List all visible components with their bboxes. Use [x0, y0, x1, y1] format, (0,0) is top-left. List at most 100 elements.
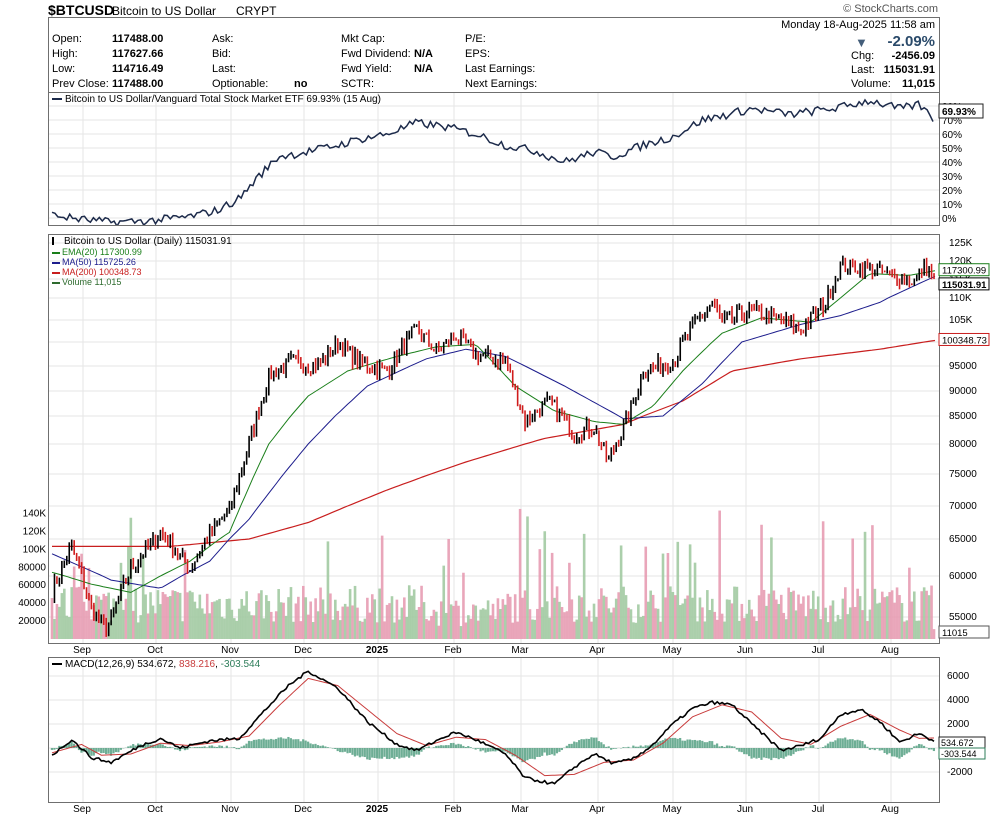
- volume-bar: [932, 629, 936, 639]
- ratio-panel: Bitcoin to US Dollar/Vanguard Total Stoc…: [48, 92, 940, 226]
- volume-bar: [161, 591, 165, 639]
- volume-bar: [136, 622, 140, 639]
- legend-item: MA(200) 100348.73: [52, 267, 232, 277]
- histogram-bar: [198, 746, 201, 748]
- ratio-last-label: 69.93%: [942, 107, 976, 118]
- volume-bar: [237, 608, 241, 639]
- volume-bar: [139, 615, 142, 639]
- volume-bar: [277, 589, 280, 639]
- volume-axis: 140K 120K 100K 80000 60000 40000 20000: [18, 508, 47, 627]
- histogram-bar: [693, 739, 697, 748]
- volume-bar: [274, 611, 278, 639]
- volume-bar: [112, 598, 115, 639]
- volume-bar: [752, 616, 756, 639]
- histogram-bar: [371, 748, 374, 758]
- volume-bar: [671, 592, 675, 639]
- histogram-bar: [849, 739, 852, 748]
- histogram-bar: [55, 748, 58, 749]
- histogram-bar: [144, 742, 147, 748]
- histogram-bar: [467, 746, 470, 748]
- volume-bar: [415, 609, 418, 639]
- histogram-bar: [873, 748, 876, 751]
- histogram-bar: [361, 748, 364, 757]
- volume-bar: [856, 588, 859, 639]
- histogram-bar: [400, 748, 403, 758]
- macd-tick-label: 4000: [947, 695, 970, 706]
- histogram-bar: [750, 748, 753, 759]
- volume-bar: [762, 589, 766, 639]
- volume-bar: [848, 607, 852, 639]
- volume-bar: [87, 567, 91, 639]
- histogram-bar: [743, 748, 746, 755]
- field-label: Chg:: [851, 50, 875, 62]
- month-label: Oct: [147, 804, 163, 815]
- histogram-bar: [856, 739, 859, 748]
- volume-bar: [681, 603, 685, 639]
- volume-bar: [839, 619, 842, 639]
- histogram-bar: [915, 745, 918, 748]
- volume-bar: [720, 613, 724, 639]
- volume-bar: [592, 603, 596, 639]
- ratio-tick-label: 60%: [942, 130, 962, 141]
- volume-bar: [927, 595, 931, 639]
- histogram-bar: [868, 748, 871, 750]
- volume-bar: [775, 599, 778, 639]
- volume-bar: [548, 617, 551, 639]
- histogram-bar: [506, 748, 509, 754]
- histogram-bar: [297, 739, 300, 748]
- volume-bar: [730, 603, 734, 639]
- volume-bar: [122, 609, 125, 639]
- volume-bar: [802, 596, 805, 639]
- ratio-tick-label: 40%: [942, 158, 962, 169]
- volume-bar: [664, 597, 667, 639]
- histogram-bar: [654, 743, 657, 748]
- volume-bar: [873, 588, 877, 639]
- histogram-bar: [752, 748, 756, 758]
- volume-bar: [701, 607, 704, 639]
- histogram-bar: [688, 739, 692, 748]
- histogram-bar: [740, 748, 743, 753]
- volume-bar: [156, 590, 160, 639]
- histogram-bar: [895, 748, 899, 758]
- histogram-bar: [839, 738, 842, 748]
- volume-bar: [523, 590, 527, 639]
- volume-bar: [526, 516, 529, 639]
- histogram-bar: [536, 748, 539, 757]
- volume-bar: [321, 599, 325, 639]
- histogram-bar: [366, 748, 369, 760]
- volume-bar: [223, 618, 226, 639]
- volume-bar: [735, 586, 739, 639]
- histogram-bar: [284, 738, 288, 748]
- volume-bar: [903, 621, 906, 639]
- histogram-bar: [346, 748, 349, 754]
- volume-bar: [361, 621, 364, 639]
- histogram-bar: [698, 740, 701, 748]
- volume-bar: [166, 596, 170, 639]
- histogram-bar: [582, 739, 586, 748]
- histogram-bar: [871, 748, 874, 750]
- histogram-bar: [341, 748, 344, 753]
- histogram-bar: [597, 741, 600, 748]
- volume-bar: [395, 599, 399, 639]
- price-legend: Bitcoin to US Dollar (Daily) 115031.91 E…: [52, 236, 232, 287]
- histogram-bar: [240, 746, 243, 748]
- histogram-bar: [134, 745, 137, 748]
- histogram-bar: [129, 745, 132, 748]
- legend-text: MA(50) 115725.26: [62, 257, 136, 267]
- histogram-bar: [447, 745, 450, 748]
- legend-swatch: [52, 261, 60, 264]
- volume-bar: [831, 600, 835, 639]
- histogram-bar: [526, 748, 529, 761]
- histogram-bar: [215, 746, 219, 748]
- volume-bar: [80, 553, 83, 639]
- volume-bar: [316, 611, 320, 639]
- histogram-bar: [442, 745, 445, 748]
- volume-bar: [915, 620, 919, 639]
- price-tick-label: 105K: [949, 315, 973, 326]
- histogram-bar: [437, 745, 440, 748]
- volume-bar: [787, 587, 790, 639]
- volume-tick-label: 120K: [23, 526, 47, 537]
- volume-bar: [164, 594, 167, 639]
- volume-bar: [363, 618, 367, 639]
- volume-bar: [454, 600, 458, 639]
